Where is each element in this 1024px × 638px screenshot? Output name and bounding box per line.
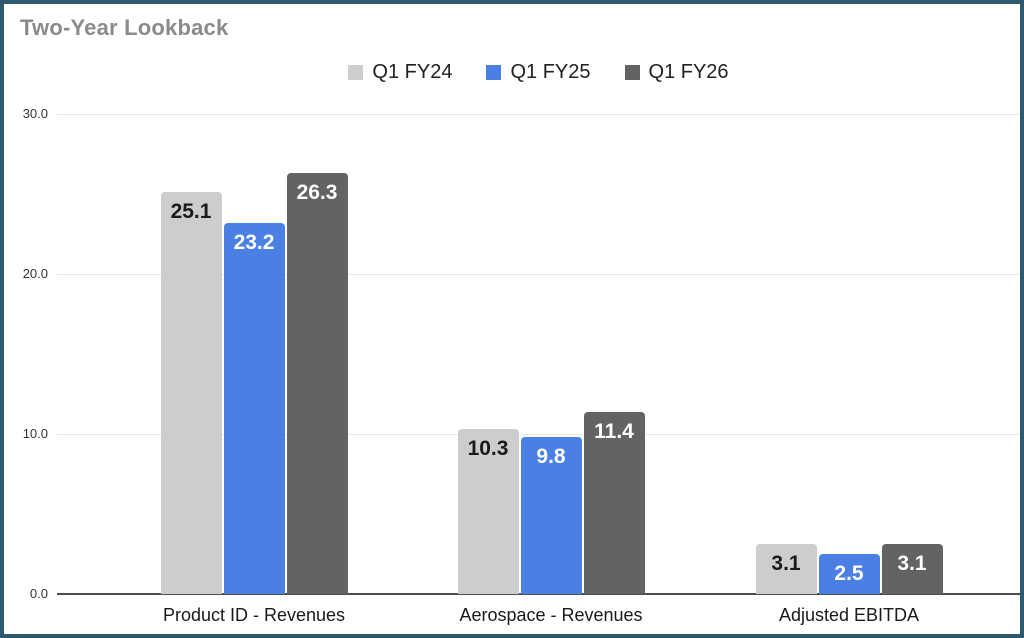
legend-item-q1-fy25: Q1 FY25 <box>486 61 591 84</box>
bar-value-label-q1-fy26-adjusted-ebitda: 3.1 <box>897 552 927 576</box>
legend-label: Q1 FY26 <box>648 61 729 83</box>
bar-q1-fy24-product-id-revenues <box>160 192 222 594</box>
category-label-aerospace-revenues: Aerospace - Revenues <box>459 605 643 625</box>
bar-value-label-q1-fy25-adjusted-ebitda: 2.5 <box>834 562 864 585</box>
bar-q1-fy25-product-id-revenues <box>223 222 285 594</box>
bar-q1-fy25-adjusted-ebitda <box>818 554 880 594</box>
gridline-10.0 <box>57 434 1020 435</box>
category-label-product-id-revenues: Product ID - Revenues <box>162 605 346 625</box>
gridline-30.0 <box>57 114 1020 115</box>
legend-label: Q1 FY24 <box>372 61 453 83</box>
legend-item-q1-fy26: Q1 FY26 <box>624 61 729 84</box>
bar-q1-fy26-product-id-revenues <box>286 173 348 594</box>
y-tick-label-10.0: 10.0 <box>22 426 48 441</box>
legend-label: Q1 FY25 <box>510 61 591 83</box>
bar-q1-fy26-adjusted-ebitda <box>881 544 943 594</box>
gridline-20.0 <box>57 274 1020 275</box>
chart-canvas: Two-Year Lookback Q1 FY24 Q1 FY25 Q1 FY26 … <box>4 4 1020 634</box>
bar-q1-fy25-aerospace-revenues <box>520 437 582 594</box>
bar-value-label-q1-fy26-aerospace-revenues: 11.4 <box>594 419 634 443</box>
bar-q1-fy24-aerospace-revenues <box>457 429 519 594</box>
bar-value-label-q1-fy24-aerospace-revenues: 10.3 <box>467 437 509 461</box>
legend-item-q1-fy24: Q1 FY24 <box>348 61 452 84</box>
y-tick-label-0.0: 0.0 <box>29 586 48 601</box>
category-label-adjusted-ebitda: Adjusted EBITDA <box>778 605 920 625</box>
y-tick-label-20.0: 20.0 <box>22 266 48 281</box>
y-tick-label-30.0: 30.0 <box>22 106 48 121</box>
bar-value-label-q1-fy24-product-id-revenues: 25.1 <box>170 200 212 224</box>
bar-value-label-q1-fy25-product-id-revenues: 23.2 <box>233 230 275 254</box>
bar-q1-fy26-aerospace-revenues <box>583 411 645 594</box>
bar-value-label-q1-fy25-aerospace-revenues: 9.8 <box>536 445 566 469</box>
bar-q1-fy24-adjusted-ebitda <box>755 544 817 594</box>
x-axis-line <box>57 593 1020 595</box>
legend: Q1 FY24 Q1 FY25 Q1 FY26 <box>57 61 1020 84</box>
legend-swatch-icon <box>348 65 364 80</box>
legend-swatch-icon <box>624 65 640 80</box>
chart-title: Two-Year Lookback <box>20 15 229 40</box>
legend-swatch-icon <box>486 65 502 80</box>
bar-value-label-q1-fy24-adjusted-ebitda: 3.1 <box>771 552 801 576</box>
bar-value-label-q1-fy26-product-id-revenues: 26.3 <box>296 181 338 205</box>
